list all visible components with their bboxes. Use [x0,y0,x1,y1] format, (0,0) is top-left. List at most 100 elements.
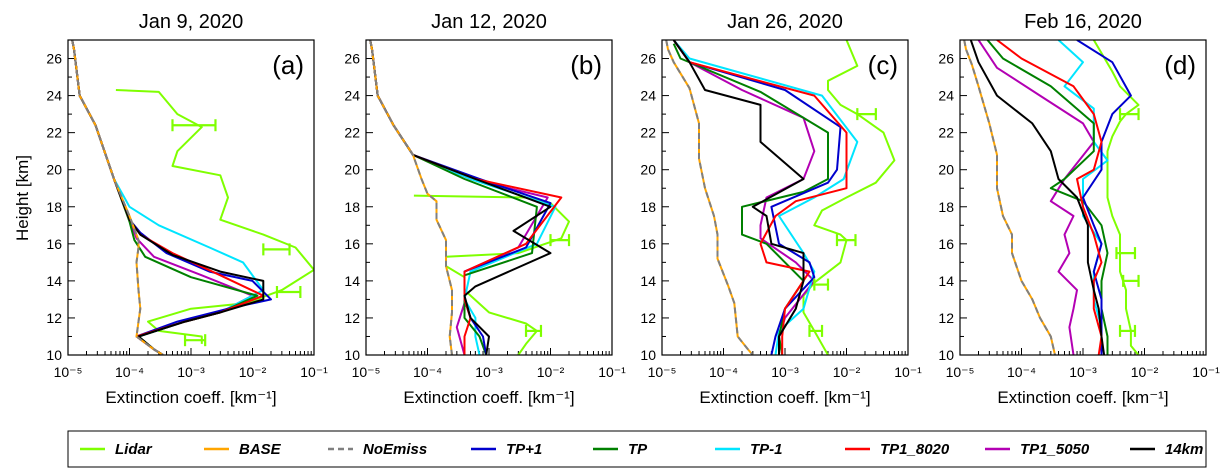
legend-item-TP+1: TP+1 [471,441,542,458]
y-tick-label: 14 [938,273,954,289]
panel-label: (b) [570,50,602,80]
y-tick-label: 16 [344,236,360,252]
series-BASE [963,40,1056,355]
y-tick-label: 18 [938,199,954,215]
series-TP+1 [71,40,272,355]
y-tick-label: 22 [344,125,360,141]
x-tick-label: 10⁻⁴ [709,364,738,380]
series-TP1_5050 [977,40,1095,355]
lidar-error-bar [1118,324,1137,337]
y-tick-label: 24 [46,88,62,104]
lidar-error-bar [835,234,857,247]
y-tick-label: 18 [640,199,656,215]
y-tick-label: 20 [938,162,954,178]
legend-item-Lidar: Lidar [80,441,153,458]
lidar-error-bar [856,108,877,121]
y-tick-label: 10 [344,347,360,363]
x-axis-label: Extinction coeff. [km⁻¹] [997,388,1168,407]
legend-item-TP: TP [593,441,648,458]
x-tick-label: 10⁻⁵ [946,364,975,380]
lidar-error-bar [275,286,302,298]
y-tick-label: 22 [46,125,62,141]
x-tick-label: 10⁻² [1131,364,1159,380]
lidar-error-bar [1118,108,1140,121]
y-tick-label: 16 [640,236,656,252]
legend-item-14km: 14km [1130,441,1203,458]
legend-item-TP-1: TP-1 [715,441,783,458]
legend-label: TP+1 [506,441,542,458]
legend-item-TP1_5050: TP1_5050 [985,441,1090,458]
plot-frame [67,39,315,356]
y-tick-label: 12 [640,310,656,326]
x-axis-label: Extinction coeff. [km⁻¹] [403,388,574,407]
x-tick-label: 10⁻³ [177,364,205,380]
y-tick-label: 24 [344,88,360,104]
legend-label: TP1_8020 [880,441,950,458]
lidar-error-bar [524,324,543,337]
lidar-error-bar [262,243,291,256]
legend-label: Lidar [115,441,153,458]
legend-label: NoEmiss [363,441,427,458]
series-TP1_5050 [672,40,816,355]
legend-label: TP1_5050 [1020,441,1090,458]
x-tick-label: 10⁻³ [475,364,503,380]
lidar-error-bar [171,119,217,132]
y-tick-label: 22 [640,125,656,141]
y-tick-label: 10 [938,347,954,363]
series-BASE [71,40,164,355]
y-tick-label: 26 [344,51,360,67]
panel-1: Jan 9, 2020 10⁻⁵ 10⁻⁴ 10⁻³ 10⁻² 10⁻¹ 10 12 14 16 1… [46,11,328,407]
legend-label: TP-1 [750,441,783,458]
panel-title: Jan 26, 2020 [727,11,843,33]
y-tick-label: 14 [46,273,62,289]
x-tick-label: 10⁻⁴ [115,364,144,380]
series-14km [71,40,265,355]
y-tick-label: 26 [938,51,954,67]
plot-frame [959,39,1207,356]
y-tick-label: 12 [344,310,360,326]
lidar-error-bar [813,278,830,291]
panel-title: Jan 12, 2020 [431,11,547,33]
legend-label: 14km [1165,441,1203,458]
legend-item-BASE: BASE [204,441,282,458]
lidar-error-bar [183,334,207,347]
series-14km [672,40,805,355]
lidar-error-bar [1122,274,1140,287]
series-NoEmiss [963,40,1056,355]
panel-label: (d) [1164,50,1196,80]
y-tick-label: 26 [640,51,656,67]
legend-label: TP [628,441,648,458]
series-NoEmiss [71,40,164,355]
series-NoEmiss [665,40,754,355]
legend-label: BASE [239,441,282,458]
y-tick-label: 12 [938,310,954,326]
y-tick-label: 10 [46,347,62,363]
panel-label: (c) [868,50,898,80]
series-TP [369,40,538,355]
panel-title: Jan 9, 2020 [139,11,244,33]
x-tick-label: 10⁻² [833,364,861,380]
series-14km [969,40,1106,355]
panel-title: Feb 16, 2020 [1024,11,1142,33]
x-tick-label: 10⁻³ [1069,364,1097,380]
series-Lidar [1092,40,1140,355]
x-axis-label: Extinction coeff. [km⁻¹] [699,388,870,407]
x-tick-label: 10⁻² [537,364,565,380]
y-tick-label: 14 [344,273,360,289]
x-tick-label: 10⁻¹ [1192,364,1220,380]
y-tick-label: 12 [46,310,62,326]
series-14km [369,40,552,355]
series-TP1_5050 [71,40,254,355]
panel-label: (a) [272,50,304,80]
y-axis-label: Height [km] [13,155,32,241]
panel-2: Jan 12, 2020 10⁻⁵ 10⁻⁴ 10⁻³ 10⁻² 10⁻¹ 10 12 14 16… [344,11,626,407]
series-TP+1 [1076,40,1132,355]
legend-item-NoEmiss: NoEmiss [328,441,427,458]
series-TP-1 [672,40,859,355]
x-tick-label: 10⁻⁴ [1007,364,1036,380]
x-tick-label: 10⁻¹ [300,364,328,380]
series-TP1_8020 [996,40,1103,355]
y-tick-label: 14 [640,273,656,289]
x-tick-label: 10⁻¹ [894,364,922,380]
x-tick-label: 10⁻⁵ [648,364,677,380]
